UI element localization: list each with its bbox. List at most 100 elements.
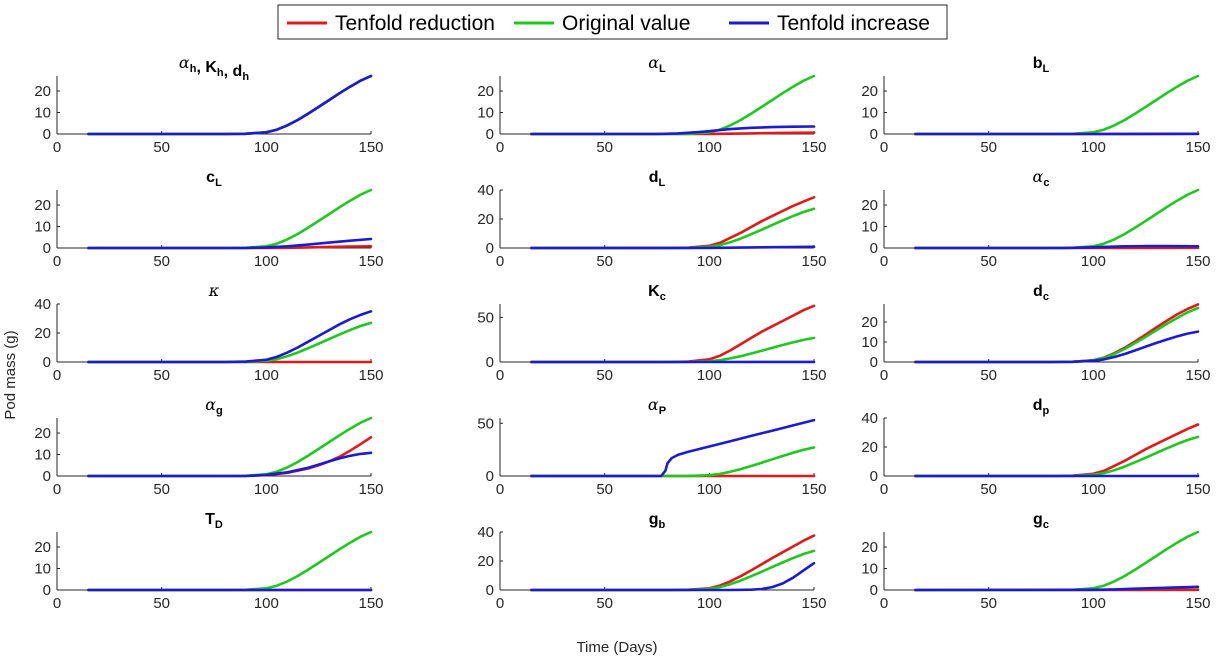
y-tick-label: 0 bbox=[43, 240, 51, 257]
x-tick-label: 0 bbox=[880, 367, 888, 384]
subplot-title-part: T bbox=[205, 511, 215, 528]
subplot-title-subscript: p bbox=[1043, 405, 1050, 417]
series-line-original-value bbox=[914, 435, 1200, 478]
x-tick-label: 100 bbox=[1081, 367, 1106, 384]
subplot-title-11: dp bbox=[1033, 397, 1050, 417]
x-tick-label: 100 bbox=[697, 253, 722, 270]
y-tick-label: 0 bbox=[870, 582, 878, 599]
legend-label-1: Original value bbox=[562, 12, 690, 35]
subplot-title-part: κ bbox=[208, 281, 220, 300]
subplot-title-part: c bbox=[206, 169, 215, 186]
x-tick-label: 150 bbox=[358, 139, 383, 156]
subplot-title-part: K bbox=[648, 283, 660, 300]
y-tick-label: 0 bbox=[870, 354, 878, 371]
x-tick-label: 150 bbox=[1185, 253, 1210, 270]
y-tick-label: 10 bbox=[861, 561, 878, 578]
x-tick-label: 150 bbox=[801, 481, 826, 498]
x-tick-label: 0 bbox=[53, 595, 61, 612]
x-tick-label: 100 bbox=[254, 367, 279, 384]
y-tick-label: 0 bbox=[486, 126, 494, 143]
y-tick-label: 20 bbox=[34, 425, 51, 442]
y-tick-label: 0 bbox=[43, 354, 51, 371]
series-line-original-value bbox=[530, 336, 816, 364]
x-tick-label: 100 bbox=[254, 481, 279, 498]
y-tick-label: 0 bbox=[486, 582, 494, 599]
x-tick-label: 150 bbox=[801, 253, 826, 270]
subplot-title-1: αL bbox=[648, 53, 666, 75]
subplot-title-0: αh, Kh, dh bbox=[179, 53, 249, 83]
x-tick-label: 100 bbox=[254, 595, 279, 612]
subplot-title-13: gb bbox=[649, 511, 666, 531]
subplot-title-part: α bbox=[648, 53, 659, 72]
y-tick-label: 20 bbox=[34, 83, 51, 100]
x-tick-label: 150 bbox=[358, 481, 383, 498]
subplot-title-subscript: g bbox=[216, 405, 223, 417]
x-tick-label: 150 bbox=[801, 595, 826, 612]
subplot-title-5: αc bbox=[1033, 167, 1050, 189]
x-tick-label: 150 bbox=[1185, 139, 1210, 156]
series-line-original-value bbox=[530, 74, 816, 136]
x-tick-label: 50 bbox=[596, 595, 613, 612]
series-line-original-value bbox=[87, 321, 373, 364]
subplot-6: κ 0 50 100 150 0 20 40 bbox=[34, 281, 383, 384]
x-tick-label: 50 bbox=[980, 481, 997, 498]
y-tick-label: 40 bbox=[861, 410, 878, 427]
series-line-tenfold-reduction bbox=[914, 303, 1200, 364]
series-line-tenfold-increase bbox=[87, 74, 373, 136]
series-line-tenfold-reduction bbox=[530, 534, 816, 592]
series-line-original-value bbox=[87, 188, 373, 250]
subplot-title-part: , d bbox=[224, 63, 243, 80]
subplot-title-subscript: h bbox=[242, 71, 249, 83]
y-tick-label: 20 bbox=[861, 83, 878, 100]
subplot-title-subscript: c bbox=[1043, 177, 1049, 189]
y-tick-label: 10 bbox=[861, 334, 878, 351]
y-tick-label: 0 bbox=[870, 468, 878, 485]
x-tick-label: 0 bbox=[880, 481, 888, 498]
subplot-title-10: αP bbox=[648, 395, 666, 417]
series-line-tenfold-increase bbox=[530, 245, 816, 250]
x-tick-label: 50 bbox=[980, 595, 997, 612]
subplot-title-subscript: h bbox=[190, 63, 197, 75]
y-tick-label: 10 bbox=[34, 561, 51, 578]
subplot-title-subscript: L bbox=[215, 177, 222, 189]
x-tick-label: 50 bbox=[980, 367, 997, 384]
y-tick-label: 10 bbox=[861, 105, 878, 122]
x-tick-label: 50 bbox=[153, 253, 170, 270]
x-tick-label: 0 bbox=[496, 481, 504, 498]
x-tick-label: 50 bbox=[980, 253, 997, 270]
series-line-tenfold-increase bbox=[914, 330, 1200, 364]
series-line-original-value bbox=[87, 416, 373, 478]
subplot-title-part: d bbox=[1033, 397, 1043, 414]
x-tick-label: 0 bbox=[496, 139, 504, 156]
series-line-original-value bbox=[530, 207, 816, 250]
subplot-13: gb 0 50 100 150 0 20 40 bbox=[477, 511, 826, 612]
legend[interactable]: Tenfold reduction Original value Tenfold i… bbox=[277, 4, 948, 40]
series-line-original-value bbox=[914, 74, 1200, 136]
subplot-title-14: gc bbox=[1033, 511, 1049, 531]
x-tick-label: 0 bbox=[496, 595, 504, 612]
subplot-4: dL 0 50 100 150 0 20 40 bbox=[477, 169, 826, 270]
y-tick-label: 10 bbox=[34, 219, 51, 236]
subplot-title-8: dc bbox=[1033, 283, 1049, 303]
series-line-tenfold-reduction bbox=[530, 196, 816, 250]
subplot-title-subscript: D bbox=[215, 519, 223, 531]
series-line-original-value bbox=[87, 530, 373, 592]
x-tick-label: 50 bbox=[596, 481, 613, 498]
x-tick-label: 100 bbox=[697, 595, 722, 612]
subplot-title-3: cL bbox=[206, 169, 222, 189]
y-tick-label: 10 bbox=[477, 105, 494, 122]
y-tick-label: 20 bbox=[477, 83, 494, 100]
legend-box bbox=[277, 4, 948, 40]
x-tick-label: 0 bbox=[880, 139, 888, 156]
x-tick-label: 150 bbox=[1185, 367, 1210, 384]
y-tick-label: 10 bbox=[861, 219, 878, 236]
y-tick-label: 20 bbox=[34, 539, 51, 556]
subplot-title-12: TD bbox=[205, 511, 223, 531]
x-tick-label: 150 bbox=[358, 595, 383, 612]
